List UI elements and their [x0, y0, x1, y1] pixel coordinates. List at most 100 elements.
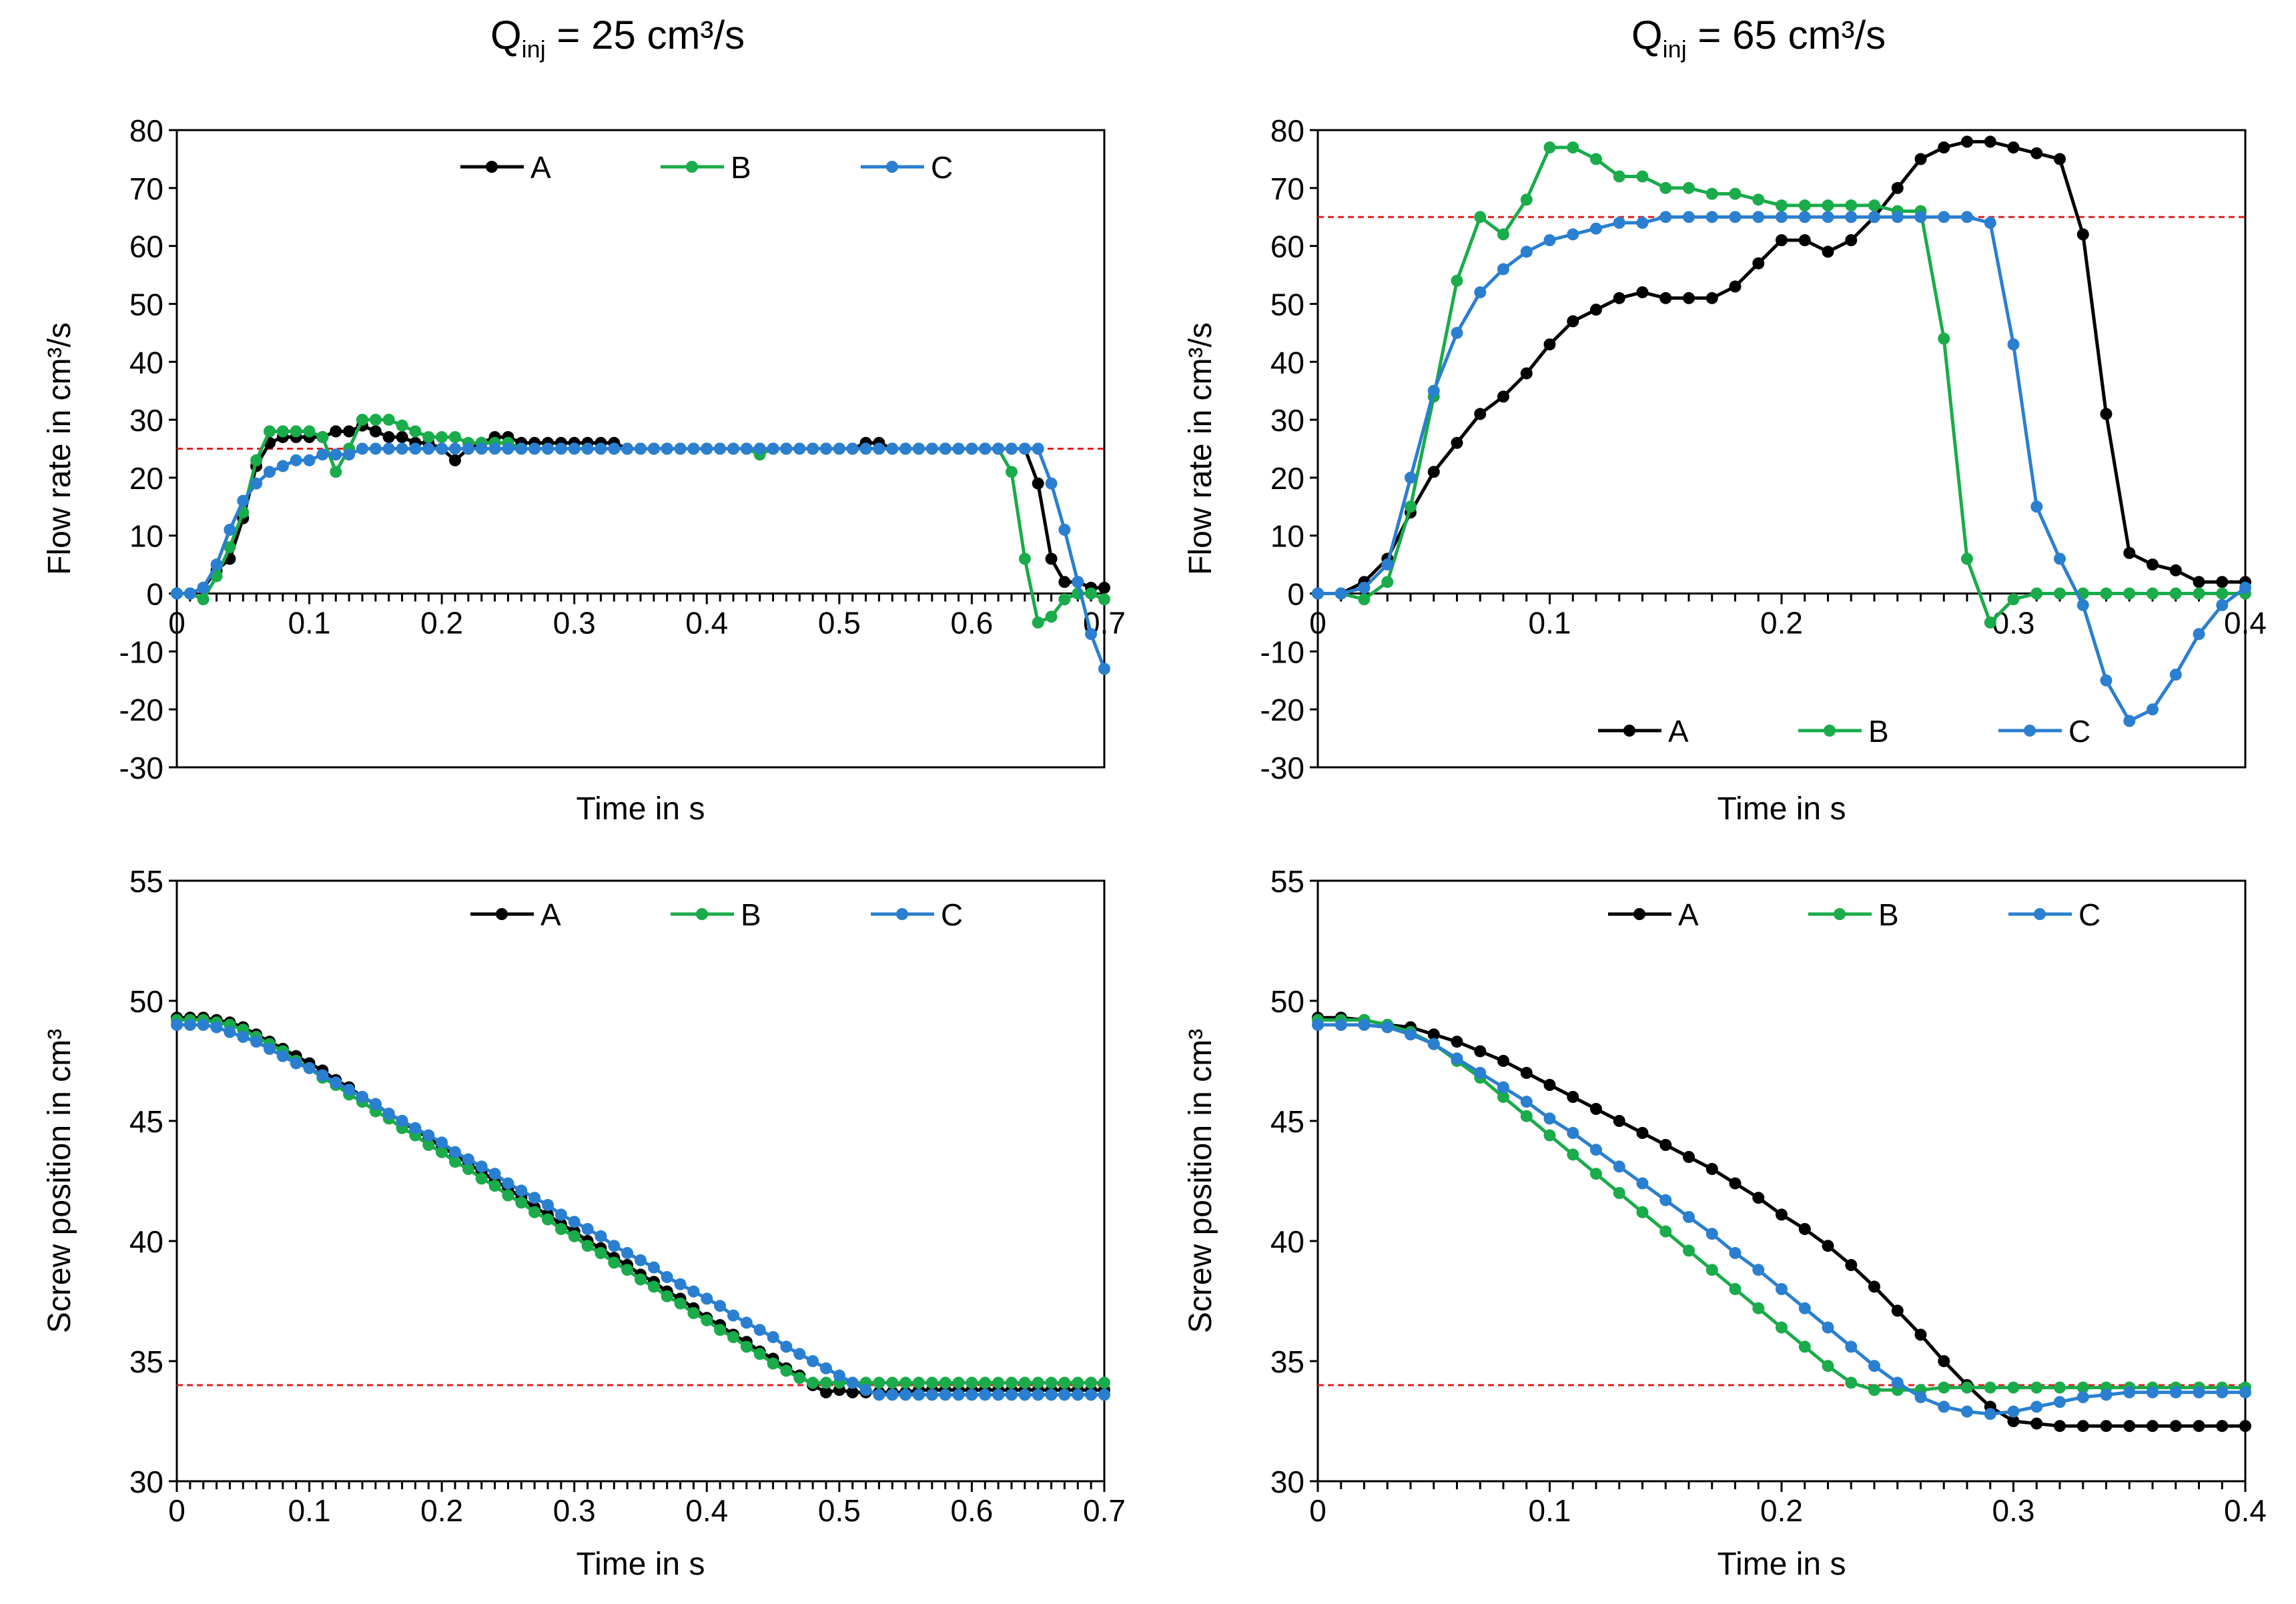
y-tick-label: 35 — [129, 1344, 163, 1379]
data-point — [2147, 587, 2159, 600]
data-point — [1474, 1067, 1487, 1079]
data-point — [1543, 1112, 1556, 1125]
data-point — [1914, 211, 1927, 224]
legend-label-B: B — [731, 150, 751, 185]
data-point — [635, 442, 647, 455]
data-point — [1590, 222, 1602, 235]
data-point — [554, 1208, 567, 1221]
data-point — [979, 1376, 992, 1389]
data-point — [1705, 187, 1718, 200]
data-point — [807, 442, 819, 455]
data-point — [1520, 1110, 1533, 1122]
data-point — [661, 1290, 673, 1302]
legend-marker-C — [886, 161, 898, 173]
y-tick-label: 40 — [129, 345, 163, 380]
data-point — [740, 1316, 753, 1329]
series-line-A — [1318, 1016, 2245, 1428]
data-point — [952, 1376, 965, 1389]
data-point — [1613, 1187, 1625, 1199]
data-point — [1058, 524, 1071, 536]
data-point — [1659, 211, 1672, 224]
y-axis-label: Screw position in cm³ — [42, 1029, 77, 1333]
data-point — [1776, 199, 1788, 212]
data-point — [873, 1388, 885, 1401]
data-point — [1018, 442, 1031, 455]
data-point — [992, 1388, 1005, 1401]
data-point — [2054, 1420, 2066, 1433]
data-point — [1845, 1340, 1858, 1353]
legend-marker-B — [1834, 908, 1846, 920]
data-point — [1381, 576, 1394, 588]
data-point — [1405, 471, 1417, 484]
data-point — [462, 442, 474, 455]
data-point — [330, 1076, 342, 1089]
data-point — [250, 477, 263, 490]
data-point — [1032, 477, 1044, 490]
data-point — [1845, 1259, 1858, 1271]
data-point — [1006, 1388, 1018, 1401]
data-point — [1058, 576, 1071, 588]
data-point — [1474, 286, 1487, 299]
data-point — [462, 1163, 474, 1175]
data-point — [1427, 1038, 1440, 1050]
data-point — [1474, 1045, 1487, 1058]
x-tick-label: 0.2 — [420, 606, 463, 641]
data-point — [846, 442, 859, 455]
data-point — [2193, 628, 2205, 641]
data-point — [1613, 216, 1625, 229]
data-point — [436, 1146, 448, 1158]
data-point — [1752, 1264, 1765, 1276]
y-tick-label: 30 — [129, 403, 163, 438]
data-point — [2076, 1381, 2089, 1394]
data-point — [2007, 338, 2020, 351]
data-point — [753, 1348, 766, 1360]
data-point — [1045, 1376, 1058, 1389]
data-point — [1497, 228, 1509, 241]
series-B — [1312, 1014, 2251, 1396]
data-point — [966, 1376, 978, 1389]
data-point — [2193, 1386, 2205, 1398]
y-tick-label: 60 — [1270, 230, 1304, 264]
data-point — [1845, 199, 1858, 212]
data-point — [290, 454, 302, 466]
y-tick-label: 40 — [129, 1224, 163, 1259]
data-point — [568, 1230, 581, 1242]
data-point — [939, 1376, 951, 1389]
data-point — [1058, 1376, 1071, 1389]
data-point — [674, 1297, 687, 1310]
data-point — [2239, 1386, 2251, 1398]
data-point — [1752, 1192, 1765, 1204]
data-point — [740, 1340, 753, 1353]
data-point — [264, 1043, 276, 1055]
data-point — [2216, 598, 2229, 611]
data-point — [1659, 1225, 1672, 1238]
data-point — [1567, 1091, 1579, 1103]
data-point — [1938, 211, 1950, 224]
data-point — [1312, 1019, 1324, 1031]
x-tick-label: 0.5 — [818, 606, 861, 641]
data-point — [1098, 581, 1110, 594]
data-point — [807, 1376, 819, 1389]
data-point — [966, 442, 978, 455]
data-point — [1098, 1388, 1110, 1401]
data-point — [2147, 703, 2159, 716]
data-point — [979, 1388, 992, 1401]
y-tick-label: 50 — [1270, 984, 1304, 1019]
data-point — [1683, 1244, 1695, 1257]
data-point — [1098, 1376, 1110, 1389]
series-line-C — [177, 1023, 1104, 1396]
data-point — [1006, 466, 1018, 478]
data-point — [1822, 1360, 1834, 1372]
legend-marker-B — [686, 161, 698, 173]
data-point — [820, 1386, 832, 1398]
x-tick-label: 0.5 — [818, 1493, 861, 1528]
x-tick-label: 0 — [1309, 1493, 1326, 1528]
data-point — [2100, 587, 2113, 600]
data-point — [767, 442, 779, 455]
data-point — [1776, 234, 1788, 246]
data-point — [2007, 1381, 2020, 1394]
data-point — [1018, 552, 1031, 565]
data-point — [595, 1247, 607, 1259]
data-point — [661, 1271, 673, 1283]
y-tick-label: 30 — [129, 1465, 163, 1499]
